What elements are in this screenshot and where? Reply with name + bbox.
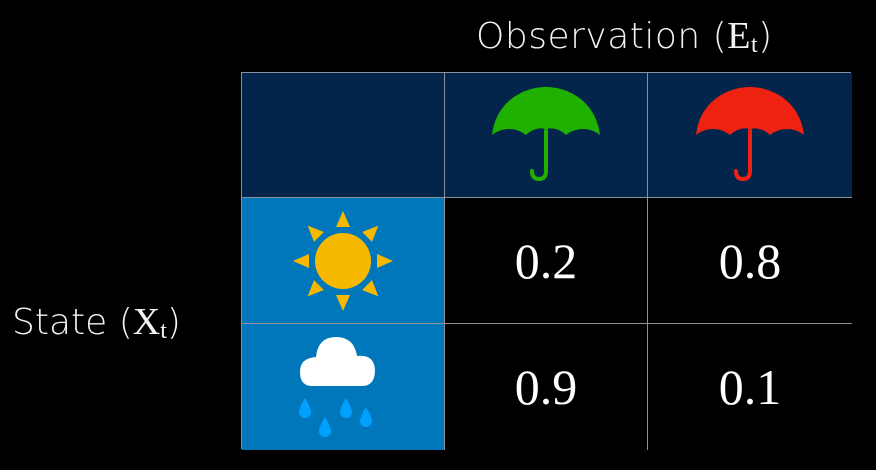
state-axis-label: State (Xt) [12, 300, 181, 345]
rain-cloud-icon [299, 337, 375, 437]
prob-sun-green: 0.2 [445, 198, 648, 324]
umbrella-icon [492, 87, 600, 182]
prob-rain-red: 0.1 [648, 324, 852, 450]
state-sun [242, 198, 445, 324]
sun-icon [293, 210, 393, 311]
prob-sun-red: 0.8 [648, 198, 852, 324]
observation-axis-label: Observation (Et) [476, 14, 773, 59]
label-text: State ( [12, 302, 133, 343]
label-text: Observation ( [476, 16, 728, 57]
label-var: E [727, 15, 751, 57]
emission-table: 0.2 0.8 0.9 0.1 [241, 72, 852, 450]
header-umbrella-red [648, 73, 852, 198]
label-close: ) [758, 16, 773, 57]
state-rain [242, 324, 445, 450]
label-close: ) [166, 302, 181, 343]
header-umbrella-green [445, 73, 648, 198]
corner-cell [242, 73, 445, 198]
label-sub: t [750, 32, 759, 58]
prob-rain-green: 0.9 [445, 324, 648, 450]
umbrella-icon [696, 87, 804, 182]
label-sub: t [160, 318, 167, 344]
label-var: X [132, 301, 161, 343]
